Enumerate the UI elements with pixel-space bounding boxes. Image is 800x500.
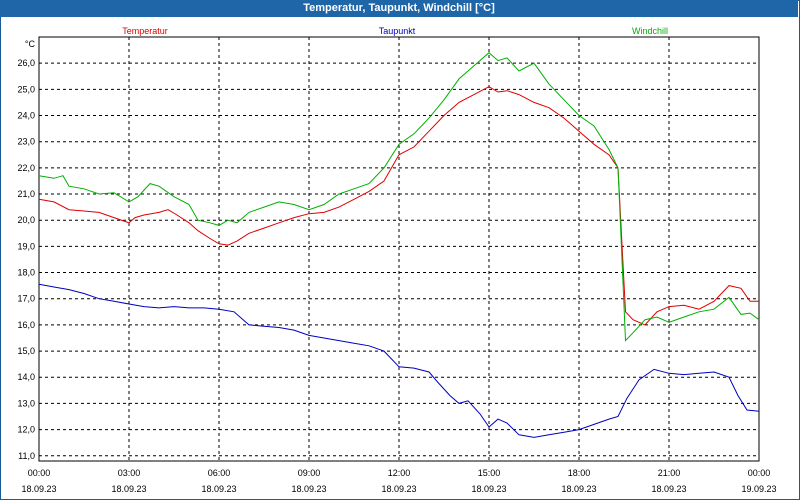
- legend: Temperatur Taupunkt Windchill: [122, 26, 668, 36]
- window-title: Temperatur, Taupunkt, Windchill [°C]: [0, 0, 798, 17]
- x-tick-time: 00:00: [28, 468, 51, 478]
- x-tick-date: 18.09.23: [291, 484, 326, 494]
- y-axis-label: °C: [25, 39, 36, 49]
- y-tick-label: 12,0: [17, 425, 35, 435]
- y-tick-label: 15,0: [17, 346, 35, 356]
- axes: 11,0 12,0 13,0 14,0 15,0 16,0 17,0 18,0 19,0 20,0…: [17, 36, 777, 494]
- x-tick-date: 19.09.23: [741, 484, 776, 494]
- y-tick-label: 23,0: [17, 137, 35, 147]
- y-tick-label: 24,0: [17, 111, 35, 121]
- x-tick-date: 18.09.23: [111, 484, 146, 494]
- legend-taupunkt: Taupunkt: [379, 26, 416, 36]
- x-tick-time: 21:00: [658, 468, 681, 478]
- x-tick-time: 09:00: [298, 468, 321, 478]
- series-line-temperatur: [38, 86, 759, 326]
- y-tick-label: 14,0: [17, 372, 35, 382]
- x-tick-date: 18.09.23: [651, 484, 686, 494]
- y-tick-label: 19,0: [17, 241, 35, 251]
- x-tick-date: 18.09.23: [21, 484, 56, 494]
- x-tick-time: 12:00: [388, 468, 411, 478]
- y-tick-label: 21,0: [17, 189, 35, 199]
- x-tick-time: 06:00: [208, 468, 231, 478]
- series-line-taupunkt: [38, 283, 760, 438]
- x-tick-time: 18:00: [568, 468, 591, 478]
- y-tick-label: 26,0: [17, 58, 35, 68]
- legend-temperatur: Temperatur: [122, 26, 168, 36]
- y-tick-label: 13,0: [17, 398, 35, 408]
- x-tick-date: 18.09.23: [561, 484, 596, 494]
- y-tick-label: 11,0: [18, 451, 35, 461]
- y-tick-label: 16,0: [17, 320, 35, 330]
- y-tick-label: 17,0: [17, 294, 35, 304]
- x-tick-date: 18.09.23: [201, 484, 236, 494]
- plot-area-border: [38, 36, 760, 462]
- grid: [38, 37, 760, 461]
- legend-windchill: Windchill: [632, 26, 668, 36]
- y-tick-label: 22,0: [17, 163, 35, 173]
- y-tick-label: 18,0: [17, 268, 35, 278]
- x-tick-time: 00:00: [748, 468, 771, 478]
- series-line-windchill: [38, 52, 760, 342]
- y-tick-label: 20,0: [17, 215, 35, 225]
- y-tick-label: 25,0: [17, 84, 35, 94]
- x-tick-date: 18.09.23: [471, 484, 506, 494]
- x-tick-date: 18.09.23: [381, 484, 416, 494]
- x-tick-time: 03:00: [118, 468, 141, 478]
- series-lines: [38, 52, 760, 438]
- x-tick-time: 15:00: [478, 468, 501, 478]
